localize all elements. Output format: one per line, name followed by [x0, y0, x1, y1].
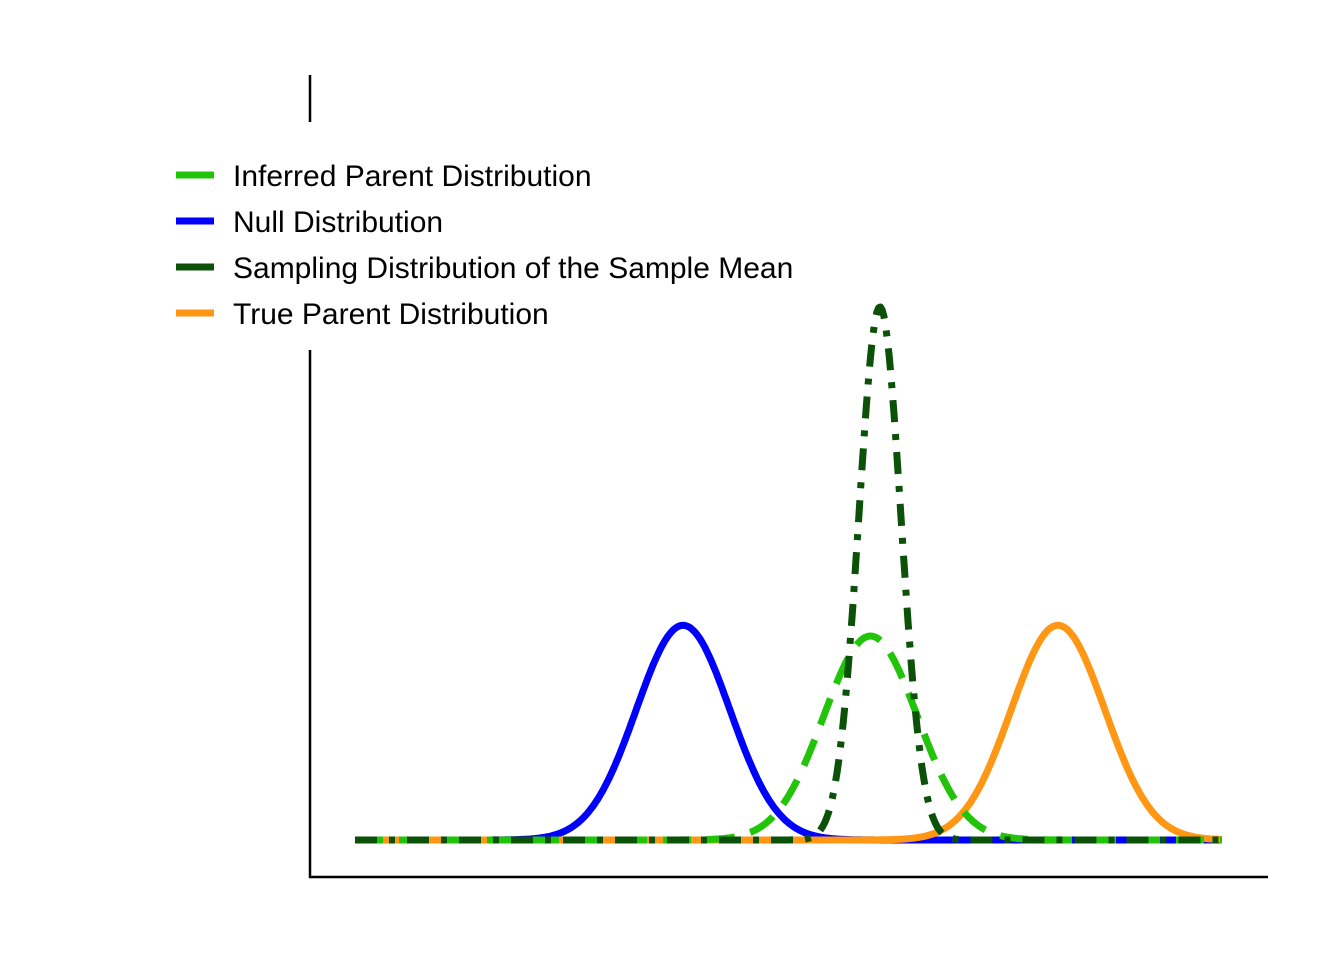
plot-area: [308, 75, 1268, 879]
series-layer: [353, 303, 1224, 844]
legend-entry: True Parent Distribution: [176, 298, 549, 331]
series-line-null-distribution: [353, 621, 1224, 844]
legend-label-null: Null Distribution: [233, 206, 443, 239]
legend-entry: Null Distribution: [176, 206, 443, 239]
legend-entry: Inferred Parent Distribution: [176, 160, 592, 193]
legend-entry: Sampling Distribution of the Sample Mean: [176, 252, 793, 285]
legend: Inferred Parent Distribution Null Distri…: [158, 122, 848, 350]
legend-background: [158, 122, 848, 350]
legend-label-inferred: Inferred Parent Distribution: [233, 160, 592, 193]
series-line-true-parent-distribution: [353, 621, 1224, 844]
legend-label-true: True Parent Distribution: [233, 298, 549, 331]
series-line-inferred-parent-distribution: [353, 632, 1224, 844]
legend-label-sampling: Sampling Distribution of the Sample Mean: [233, 252, 793, 285]
series-line-sampling-distribution-of-the-sample-mean: [353, 303, 1224, 844]
